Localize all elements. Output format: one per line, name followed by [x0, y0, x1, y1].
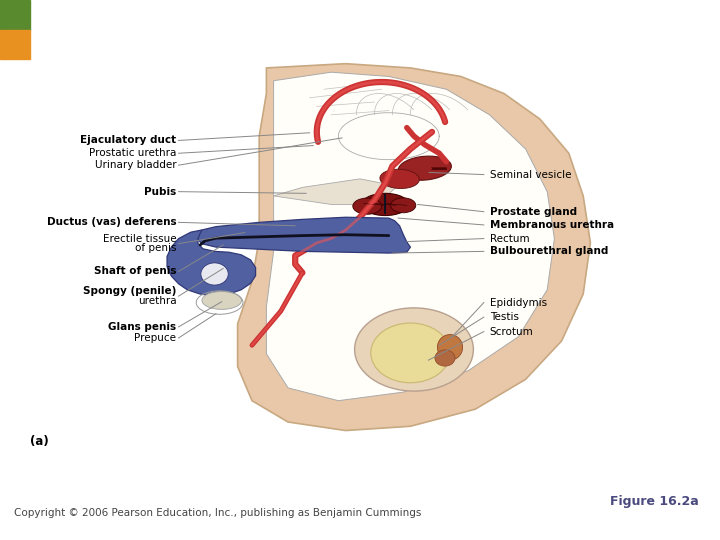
Bar [0, 30, 30, 59]
Polygon shape [266, 72, 554, 401]
Text: Prostatic urethra: Prostatic urethra [89, 148, 176, 158]
Text: Epididymis: Epididymis [490, 298, 546, 308]
Ellipse shape [201, 263, 228, 285]
Text: (a): (a) [30, 435, 49, 448]
Text: of penis: of penis [135, 244, 176, 253]
Ellipse shape [354, 308, 474, 391]
Text: Scrotum: Scrotum [490, 327, 534, 336]
Text: Copyright © 2006 Pearson Education, Inc., publishing as Benjamin Cummings: Copyright © 2006 Pearson Education, Inc.… [14, 508, 422, 518]
Text: Figure 16.2a: Figure 16.2a [610, 495, 698, 508]
Ellipse shape [438, 335, 463, 360]
Ellipse shape [398, 156, 451, 180]
Text: Erectile tissue: Erectile tissue [103, 234, 176, 245]
Text: Testis: Testis [490, 312, 518, 322]
Text: Seminal vesicle: Seminal vesicle [490, 170, 571, 180]
Text: Male Reproductive System: Male Reproductive System [35, 16, 454, 44]
Text: Prepuce: Prepuce [135, 333, 176, 343]
Text: Prostate gland: Prostate gland [490, 207, 577, 217]
Text: Spongy (penile): Spongy (penile) [83, 287, 176, 296]
Text: Membranous urethra: Membranous urethra [490, 220, 613, 230]
Ellipse shape [362, 193, 409, 215]
Text: Urinary bladder: Urinary bladder [95, 160, 176, 170]
Polygon shape [238, 64, 590, 430]
Polygon shape [198, 217, 410, 253]
Bar [0, 0, 30, 30]
Ellipse shape [353, 198, 382, 214]
Ellipse shape [371, 323, 450, 383]
Polygon shape [167, 230, 256, 296]
Text: Ejaculatory duct: Ejaculatory duct [80, 136, 176, 145]
Ellipse shape [435, 350, 455, 366]
Text: Ductus (vas) deferens: Ductus (vas) deferens [47, 218, 176, 227]
Ellipse shape [202, 292, 242, 309]
Text: Bulbourethral gland: Bulbourethral gland [490, 246, 608, 256]
Text: urethra: urethra [138, 296, 176, 306]
Text: Rectum: Rectum [490, 234, 529, 244]
Text: Shaft of penis: Shaft of penis [94, 266, 176, 276]
Polygon shape [274, 179, 396, 205]
Ellipse shape [380, 169, 419, 188]
Ellipse shape [390, 198, 416, 213]
Text: Pubis: Pubis [144, 187, 176, 197]
Text: Glans penis: Glans penis [108, 322, 176, 332]
